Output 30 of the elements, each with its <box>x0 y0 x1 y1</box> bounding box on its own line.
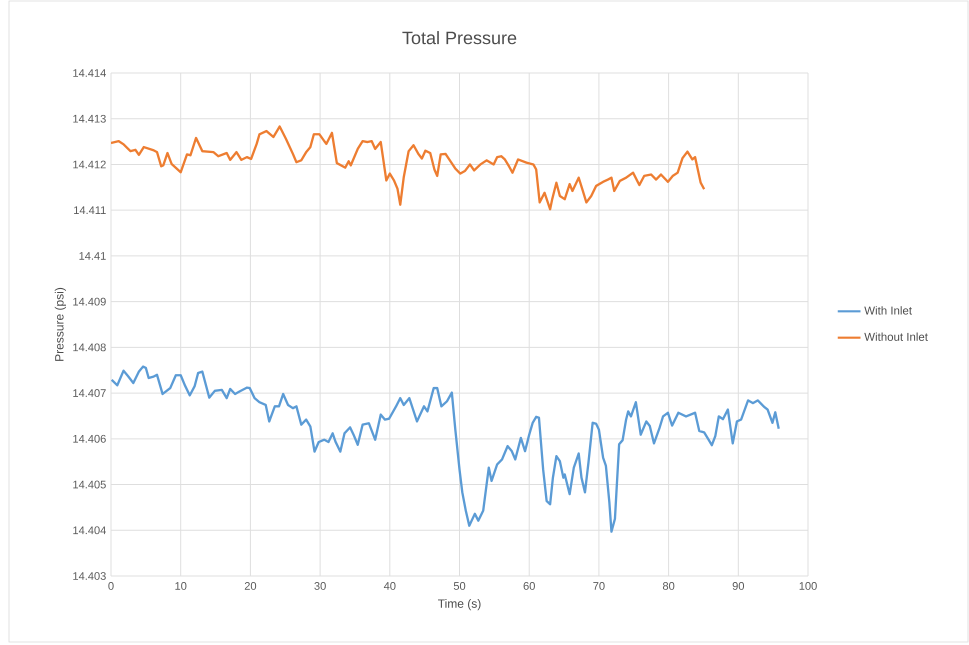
x-tick-label: 100 <box>800 582 817 590</box>
x-tick-label: 30 <box>314 582 326 590</box>
line-series <box>111 365 780 533</box>
x-tick-label: 40 <box>384 582 396 590</box>
chart-title: Total Pressure <box>402 31 516 44</box>
y-tick-label: 14.405 <box>73 480 106 488</box>
y-tick-label: 14.408 <box>73 343 106 352</box>
y-tick-label: 14.414 <box>73 69 106 77</box>
x-tick-label: 0 <box>108 582 114 590</box>
x-tick-label: 90 <box>732 582 744 590</box>
x-tick-label: 80 <box>662 582 674 590</box>
x-axis-title: Time (s) <box>438 599 481 610</box>
y-tick-label: 14.409 <box>73 298 106 306</box>
y-tick-label: 14.412 <box>73 160 106 168</box>
y-tick-label: 14.407 <box>73 389 106 397</box>
x-tick-label: 20 <box>244 582 256 590</box>
y-axis-title: Pressure (psi) <box>54 288 66 361</box>
y-tick-label: 14.413 <box>73 114 106 123</box>
x-tick-label: 60 <box>524 582 535 590</box>
x-tick-label: 10 <box>175 582 186 590</box>
y-tick-label: 14.404 <box>73 526 106 534</box>
legend-label: Without Inlet <box>864 332 928 341</box>
y-tick-label: 14.41 <box>79 252 106 260</box>
x-tick-label: 70 <box>593 582 605 590</box>
legend-label: With Inlet <box>864 306 912 315</box>
x-tick-label: 50 <box>454 582 466 590</box>
y-tick-label: 14.406 <box>73 434 106 443</box>
y-tick-label: 14.403 <box>73 572 106 580</box>
y-tick-label: 14.411 <box>74 206 106 214</box>
line-series <box>111 125 706 210</box>
